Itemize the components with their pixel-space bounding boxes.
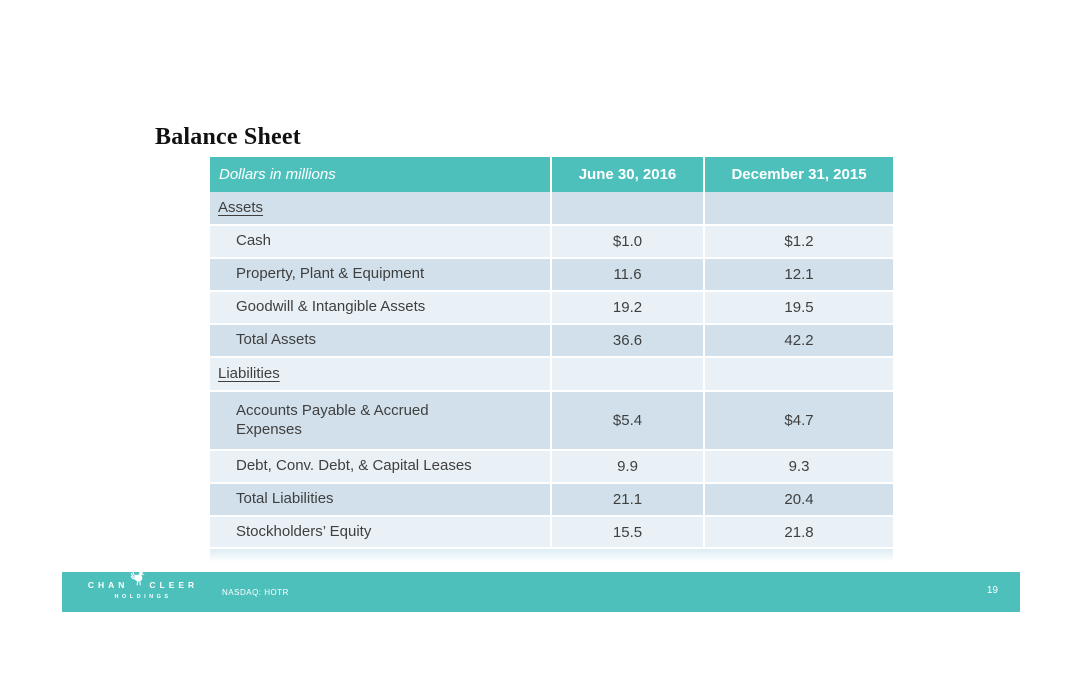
table-row-stockholders-equity: Stockholders’ Equity 15.5 21.8 — [210, 517, 893, 549]
logo-text-right: CLEER — [149, 580, 199, 590]
logo-subtitle: HOLDINGS — [114, 594, 172, 600]
row-label: Stockholders’ Equity — [210, 517, 552, 547]
nasdaq-ticker: NASDAQ: HOTR — [222, 588, 289, 597]
row-value: 9.9 — [552, 451, 705, 482]
row-value: $1.2 — [784, 233, 814, 250]
table-row-debt-conv-debt-capital-leases: Debt, Conv. Debt, & Capital Leases 9.9 9… — [210, 451, 893, 484]
row-value: 20.4 — [784, 491, 814, 508]
page-number: 19 — [986, 585, 998, 596]
row-value: 21.1 — [552, 484, 705, 515]
chanticleer-logo: CHAN — [78, 569, 208, 600]
rooster-icon — [130, 568, 147, 593]
table-row-property-plant-equipment: Property, Plant & Equipment 11.6 12.1 — [210, 259, 893, 292]
table-bottom-shadow — [210, 549, 893, 562]
row-label: Property, Plant & Equipment — [210, 259, 552, 290]
row-value: 12.1 — [784, 266, 814, 283]
table-row-goodwill-intangible-assets: Goodwill & Intangible Assets 19.2 19.5 — [210, 292, 893, 325]
row-label: Debt, Conv. Debt, & Capital Leases — [210, 451, 552, 482]
column-header-june-2016: June 30, 2016 — [552, 157, 705, 192]
logo-text-left: CHAN — [87, 580, 129, 590]
row-label: Cash — [210, 226, 552, 257]
row-value: $5.4 — [552, 392, 705, 449]
row-value: 9.3 — [788, 458, 810, 475]
row-value: 36.6 — [552, 325, 705, 356]
table-row-assets: Assets — [210, 192, 893, 226]
row-value: $1.0 — [552, 226, 705, 257]
row-label: Total Assets — [210, 325, 552, 356]
row-label: Total Liabilities — [210, 484, 552, 515]
row-value: 15.5 — [552, 517, 705, 547]
row-value — [552, 358, 705, 390]
table-header-row: Dollars in millions June 30, 2016 Decemb… — [210, 157, 893, 192]
row-label: Liabilities — [218, 364, 280, 382]
row-value: 11.6 — [552, 259, 705, 290]
table-caption: Dollars in millions — [210, 157, 552, 192]
table-row-total-liabilities: Total Liabilities 21.1 20.4 — [210, 484, 893, 517]
row-label: Goodwill & Intangible Assets — [210, 292, 552, 323]
table-row-accounts-payable-accrued-expenses: Accounts Payable & Accrued Expenses $5.4… — [210, 392, 893, 451]
row-value: 19.2 — [552, 292, 705, 323]
table-row-total-assets: Total Assets 36.6 42.2 — [210, 325, 893, 358]
row-label: Assets — [218, 198, 264, 216]
column-header-december-2015: December 31, 2015 — [731, 166, 867, 183]
table-row-liabilities: Liabilities — [210, 358, 893, 392]
row-label: Accounts Payable & Accrued Expenses — [236, 401, 429, 438]
table-row-cash: Cash $1.0 $1.2 — [210, 226, 893, 259]
row-value: $4.7 — [784, 412, 814, 429]
row-value — [705, 192, 893, 224]
row-value: 19.5 — [784, 299, 814, 316]
footer-bar: CHAN — [62, 569, 1020, 612]
row-value: 42.2 — [784, 332, 814, 349]
balance-sheet-table: Dollars in millions June 30, 2016 Decemb… — [210, 157, 893, 549]
row-value — [552, 192, 705, 224]
row-value — [705, 358, 893, 390]
row-value: 21.8 — [784, 523, 814, 541]
table-body: Assets Cash $1.0 $1.2 Property, Plant & … — [210, 192, 893, 549]
page-title: Balance Sheet — [155, 124, 301, 150]
